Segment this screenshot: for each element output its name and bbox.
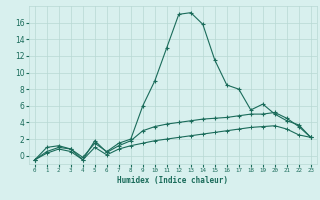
X-axis label: Humidex (Indice chaleur): Humidex (Indice chaleur) [117,176,228,185]
